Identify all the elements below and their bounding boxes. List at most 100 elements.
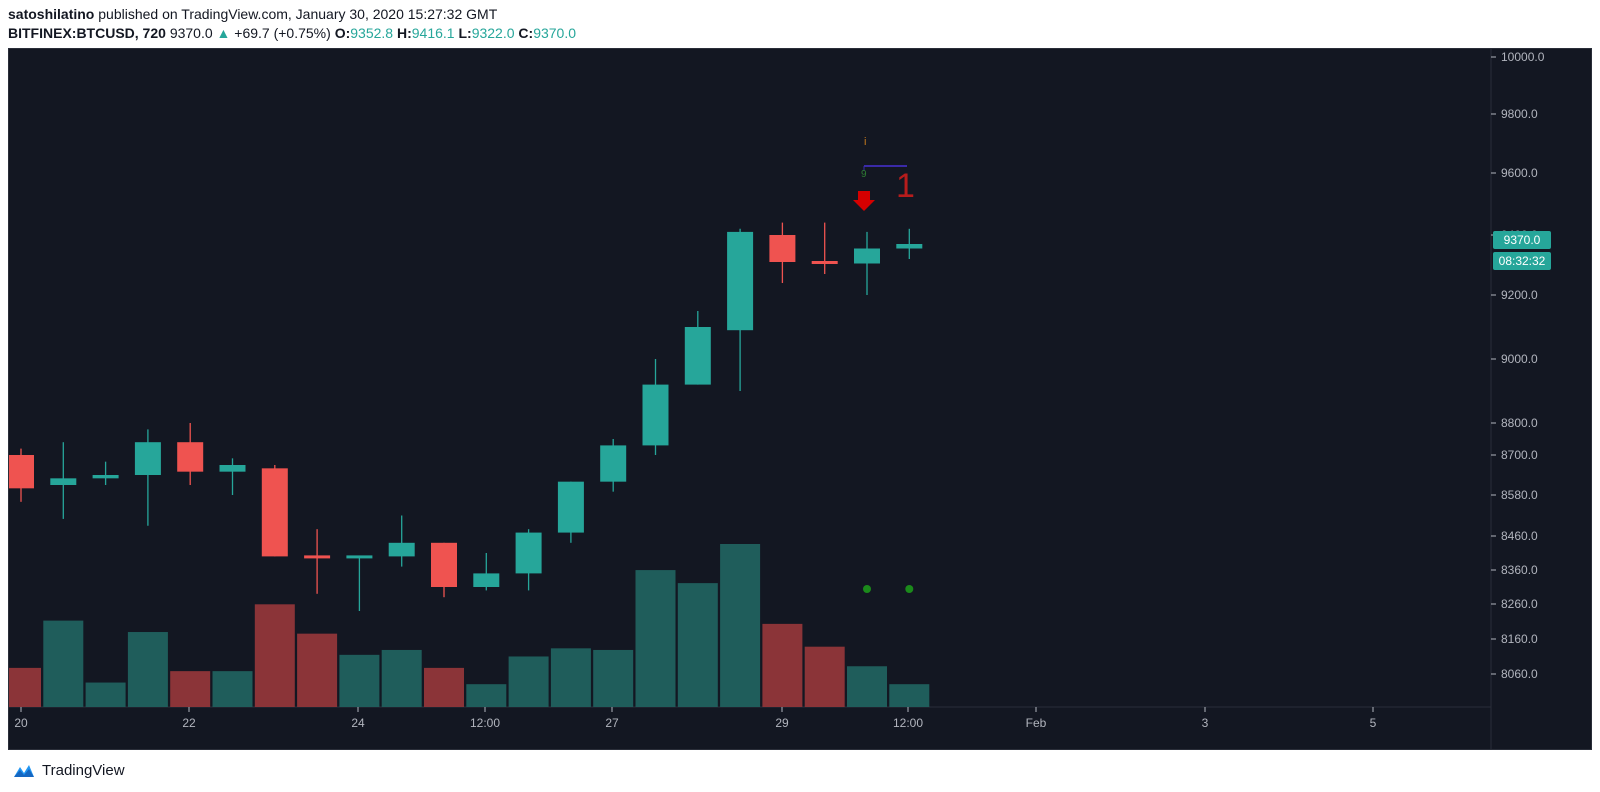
candle-body (8, 455, 34, 489)
candle-body (134, 442, 161, 475)
published-text: published on TradingView.com, January 30… (98, 6, 498, 22)
candle (811, 222, 838, 274)
indicator-dot (905, 585, 914, 593)
close-label: C: (518, 25, 534, 41)
candle (473, 553, 500, 591)
countdown-bg (1493, 252, 1551, 270)
y-tick-label: 8460.0 (1501, 529, 1538, 543)
candle (388, 515, 415, 567)
candle (261, 465, 288, 557)
high-value: 9416.1 (411, 25, 455, 41)
candle-body (727, 231, 754, 331)
volume-bar (593, 649, 634, 707)
volume-bar (43, 620, 84, 707)
y-tick-label: 10000.0 (1501, 50, 1545, 64)
y-tick-label: 9600.0 (1501, 166, 1538, 180)
volume-series (1, 544, 930, 707)
candle (50, 442, 77, 519)
candle-body (346, 555, 373, 559)
volume-bar (635, 570, 676, 707)
volume-bar (381, 649, 422, 707)
price-tag-bg (1493, 231, 1551, 249)
volume-bar (170, 671, 211, 707)
last-price-tag: 9370.0 08:32:32 (1493, 231, 1551, 270)
annotation-nine: 9 (861, 169, 867, 180)
time-axis[interactable]: 20 22 24 12:00 27 29 12:00 Feb 3 5 (14, 707, 1377, 730)
x-tick-label: 12:00 (893, 716, 923, 730)
indicator-dots (863, 585, 914, 593)
volume-bar (424, 667, 464, 707)
volume-bar (466, 684, 507, 707)
candle-body (896, 244, 923, 249)
sequential-annotation: i 9 1 (853, 136, 915, 211)
candlestick-chart[interactable]: 10000.09800.09600.09400.09200.09000.0880… (1, 49, 1591, 749)
y-tick-label: 9800.0 (1501, 107, 1538, 121)
candle-body (769, 235, 796, 262)
volume-bar (720, 544, 761, 707)
x-tick-label: 27 (605, 716, 619, 730)
high-label: H: (396, 25, 412, 41)
open-value: 9352.8 (350, 25, 394, 41)
indicator-dot (863, 585, 871, 593)
x-tick-label: 3 (1202, 716, 1209, 730)
y-tick-label: 8700.0 (1501, 448, 1538, 462)
close-value: 9370.0 (533, 25, 577, 41)
candle (769, 222, 796, 283)
down-arrow-icon (853, 191, 875, 211)
candle (431, 542, 457, 598)
candle-body (811, 261, 838, 264)
annotation-one: 1 (896, 167, 915, 205)
candle-body (600, 445, 627, 482)
candle (134, 429, 161, 526)
countdown-text: 08:32:32 (1499, 254, 1546, 268)
candle (219, 458, 246, 495)
volume-bar (889, 684, 930, 707)
annotation-i: i (864, 136, 866, 148)
candle-body (92, 475, 119, 479)
volume-bar (85, 682, 126, 707)
open-label: O: (334, 25, 351, 41)
candle (515, 529, 542, 591)
volume-bar (508, 656, 549, 707)
volume-bar (804, 646, 845, 707)
candle-body (388, 542, 415, 557)
volume-bar (677, 583, 718, 707)
y-tick-label: 8260.0 (1501, 597, 1538, 611)
y-tick-label: 9200.0 (1501, 288, 1538, 302)
publish-info: satoshilatino published on TradingView.c… (8, 6, 497, 22)
candle-body (304, 555, 331, 559)
candle-body (219, 465, 246, 472)
volume-bar (1, 667, 41, 707)
ohlc-legend: BITFINEX:BTCUSD, 720 9370.0 ▲ +69.7 (+0.… (8, 25, 576, 41)
candle-body (431, 542, 457, 587)
author-name[interactable]: satoshilatino (8, 6, 95, 22)
brand-label: TradingView (42, 762, 125, 779)
price-axis[interactable]: 10000.09800.09600.09400.09200.09000.0880… (1491, 50, 1545, 681)
volume-bar (550, 648, 591, 707)
candle (600, 439, 627, 492)
tradingview-brand[interactable]: TradingView (12, 762, 125, 779)
x-tick-label: Feb (1026, 716, 1047, 730)
candle-body (261, 468, 288, 557)
candle (177, 423, 204, 485)
candle-body (473, 573, 500, 587)
candle (854, 231, 880, 295)
volume-bar (254, 604, 295, 707)
candle (92, 461, 119, 485)
candle-body (557, 481, 584, 533)
candle-body (50, 478, 77, 485)
price-change: +69.7 (+0.75%) (234, 25, 331, 41)
volume-bar (212, 671, 253, 707)
x-tick-label: 20 (14, 716, 28, 730)
tradingview-logo-icon (14, 764, 34, 777)
candle-series (8, 222, 923, 611)
candle (727, 228, 754, 391)
volume-bar (127, 632, 168, 707)
y-tick-label: 8800.0 (1501, 416, 1538, 430)
candle (896, 228, 923, 259)
chart-header: satoshilatino published on TradingView.c… (8, 0, 1592, 48)
candle (557, 481, 584, 543)
candle-body (642, 384, 669, 446)
y-tick-label: 9000.0 (1501, 352, 1538, 366)
candle-body (684, 327, 711, 385)
